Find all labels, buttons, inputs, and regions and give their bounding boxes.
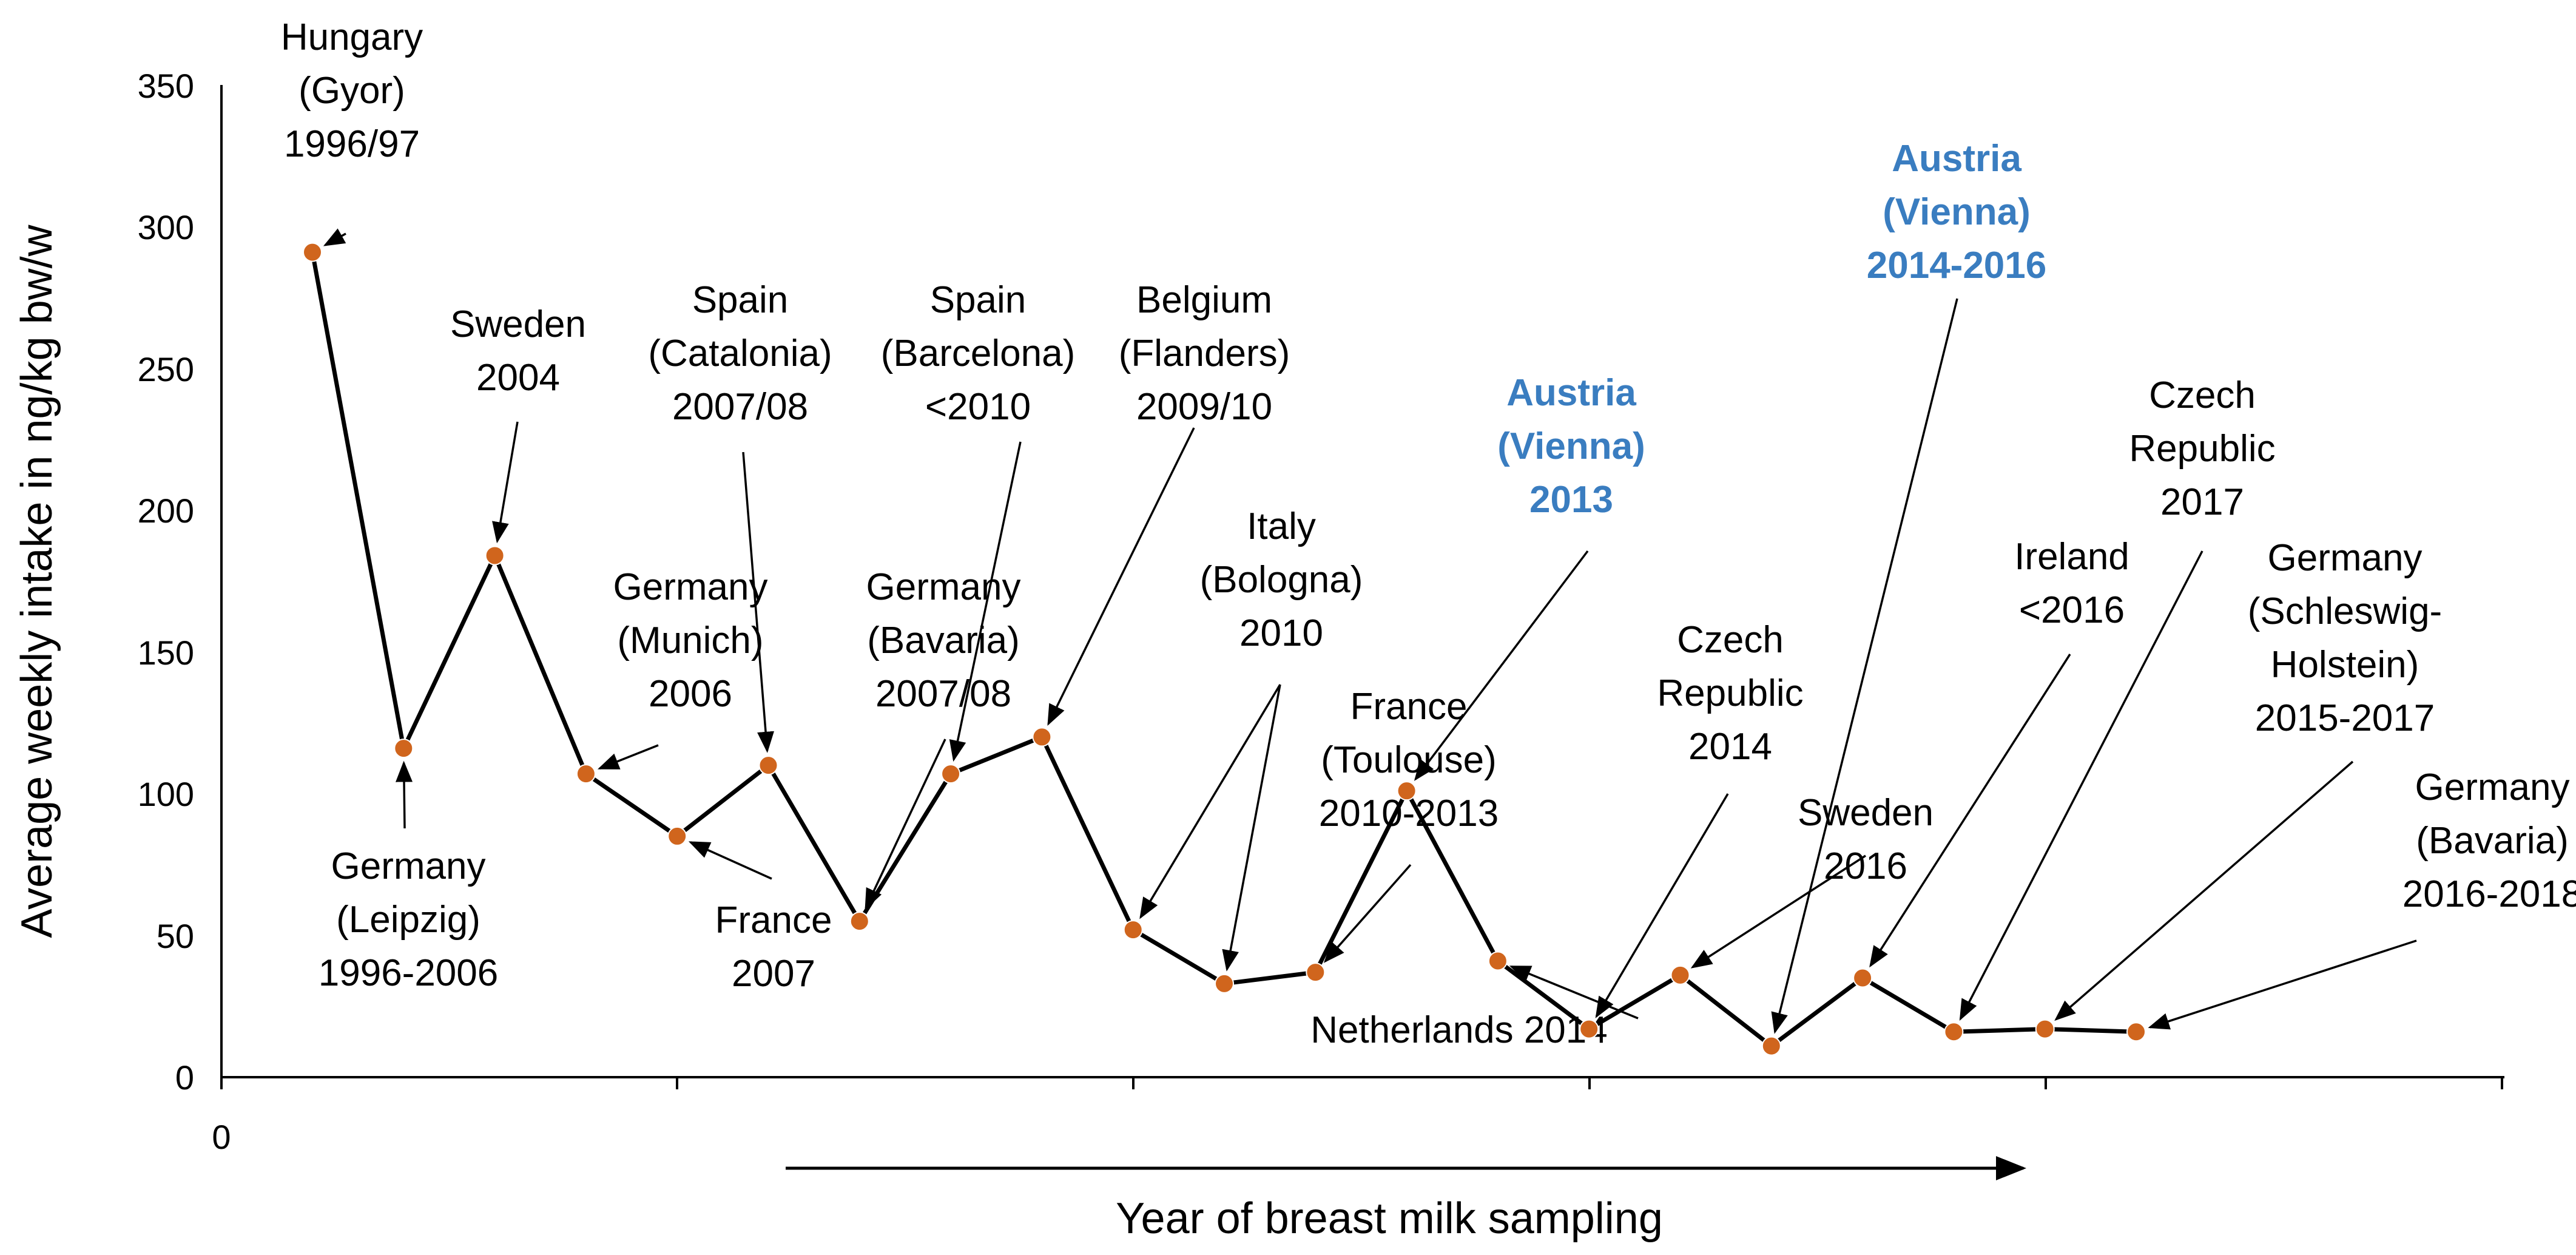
data-point <box>849 912 869 932</box>
point-annotation: Sweden 2004 <box>450 303 586 399</box>
point-annotation: France 2007 <box>715 899 832 995</box>
y-tick-label: 50 <box>157 917 194 955</box>
y-tick-label: 300 <box>138 208 194 246</box>
point-annotation: Germany (Munich) 2006 <box>613 566 768 715</box>
data-point <box>394 739 414 759</box>
data-point <box>667 826 687 846</box>
annotation-arrow <box>1959 550 2203 1021</box>
point-annotation: Czech Republic 2014 <box>1657 619 1803 768</box>
annotation-arrow <box>1047 427 1195 726</box>
data-point <box>2126 1022 2146 1042</box>
y-tick-label: 250 <box>138 350 194 388</box>
annotation-arrow <box>1222 684 1281 972</box>
annotation-arrow <box>492 421 519 544</box>
annotation-arrow <box>688 841 772 880</box>
data-point <box>1032 727 1052 747</box>
annotation-arrow <box>1690 854 1866 969</box>
data-point <box>1215 973 1234 993</box>
y-tick-label: 350 <box>138 67 194 105</box>
data-point <box>485 546 505 566</box>
annotation-arrow <box>865 739 946 910</box>
point-annotation: Ireland <2016 <box>2014 536 2129 631</box>
data-point <box>1670 965 1690 985</box>
point-annotation: Spain (Barcelona) <2010 <box>881 279 1075 428</box>
point-annotation: Spain (Catalonia) 2007/08 <box>648 279 832 428</box>
point-annotation: Germany (Schleswig-Holstein) 2015-2017 <box>2248 537 2442 739</box>
data-point <box>941 764 961 784</box>
point-annotation: Germany (Leipzig) 1996-2006 <box>319 845 499 994</box>
point-annotation: Austria (Vienna) 2013 <box>1497 372 1645 521</box>
annotation-arrow <box>2148 939 2417 1030</box>
y-tick-label: 150 <box>138 634 194 672</box>
annotation-arrow <box>396 760 413 829</box>
point-annotation: France (Toulouse) 2010-2013 <box>1319 686 1499 834</box>
data-point <box>576 764 596 784</box>
x-axis-title: Year of breast milk sampling <box>1116 1194 1663 1243</box>
data-point <box>1488 951 1508 971</box>
data-point <box>1579 1019 1599 1039</box>
data-point <box>1853 968 1873 988</box>
annotation-arrow <box>323 228 346 246</box>
point-annotation: Netherlands 2014 <box>1310 1009 1607 1051</box>
point-annotation: Czech Republic 2017 <box>2129 374 2275 523</box>
annotation-arrow <box>2054 760 2354 1021</box>
annotation-arrow <box>1139 684 1281 919</box>
point-annotation: Sweden 2016 <box>1798 792 1934 887</box>
annotation-arrow <box>597 744 659 770</box>
data-point <box>1944 1022 1964 1042</box>
annotation-arrow <box>1595 793 1729 1018</box>
annotation-arrow <box>1414 550 1589 781</box>
annotation-arrow <box>1323 864 1412 963</box>
point-annotation: Belgium (Flanders) 2009/10 <box>1119 279 1290 428</box>
annotation-arrow <box>1509 965 1639 1020</box>
data-point <box>1397 781 1417 801</box>
annotation-arrow <box>1771 298 1958 1034</box>
y-tick-label: 0 <box>175 1058 194 1097</box>
point-annotation: Austria (Vienna) 2014-2016 <box>1867 138 2047 286</box>
data-point <box>1761 1036 1781 1056</box>
annotation-arrow <box>949 441 1022 762</box>
y-tick-label: 100 <box>138 775 194 813</box>
data-point <box>1306 962 1326 983</box>
data-point <box>758 756 778 776</box>
data-point <box>2035 1019 2055 1039</box>
data-point <box>303 242 322 262</box>
y-axis-title: Average weekly intake in ng/kg bw/w <box>13 224 61 938</box>
y-tick-label: 200 <box>138 492 194 530</box>
data-point <box>1123 920 1143 940</box>
annotation-arrow <box>742 452 775 753</box>
annotation-arrow <box>1869 654 2071 968</box>
point-annotation: Hungary (Gyor) 1996/97 <box>281 16 423 165</box>
x-origin-label: 0 <box>212 1118 231 1156</box>
point-annotation: Germany (Bavaria) 2016-2018 <box>2402 766 2576 915</box>
point-annotation: Germany (Bavaria) 2007/08 <box>866 566 1021 715</box>
point-annotation: Italy (Bologna) 2010 <box>1200 506 1363 654</box>
